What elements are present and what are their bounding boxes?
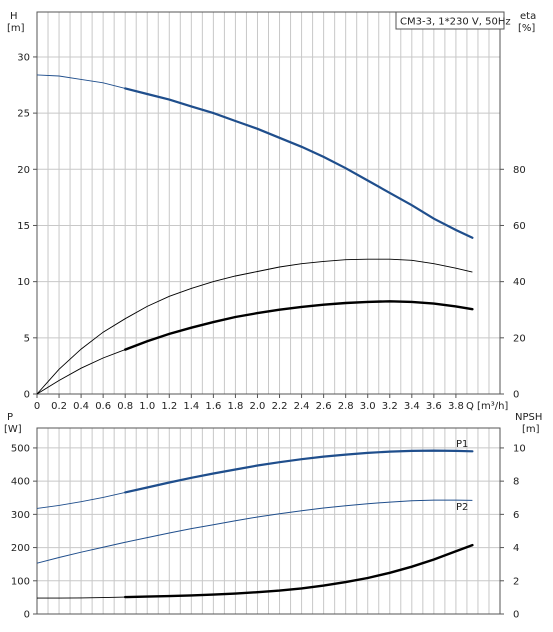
x-tick-label: 3.4: [404, 401, 420, 412]
top-y-left-tick-label: 30: [17, 52, 30, 63]
bottom-series-2-line-thin: [37, 596, 126, 599]
bottom-y-right-tick-label: 6: [513, 510, 519, 521]
bottom-series-0-line: [124, 449, 474, 494]
y-right-label-bottom: NPSH: [515, 412, 542, 423]
bottom-y-left-tick-label: 0: [24, 610, 30, 621]
bottom-y-left-tick-label: 100: [11, 576, 30, 587]
x-tick-label: 1.8: [227, 401, 243, 412]
top-y-left-tick-label: 15: [17, 221, 30, 232]
y-left-unit-bottom: [W]: [4, 424, 22, 435]
top-y-right-tick-label: 60: [513, 221, 526, 232]
chart-title-box: CM3-3, 1*230 V, 50Hz: [395, 11, 511, 30]
bottom-y-left-tick-label: 400: [11, 477, 30, 488]
x-tick-label: 0: [34, 401, 40, 412]
bottom-chart-ticks: 0 100 200 300 400 500 0 2 4 6 8 10: [11, 443, 526, 620]
bottom-series-2-line: [124, 543, 474, 599]
x-tick-label: 3.6: [426, 401, 442, 412]
bottom-y-right-tick-label: 2: [513, 576, 519, 587]
y-right-label-top: eta: [520, 11, 536, 22]
top-y-right-tick-label: 0: [513, 390, 519, 401]
y-right-unit-bottom: [m]: [522, 424, 540, 435]
top-y-right-tick-label: 40: [513, 277, 526, 288]
y-left-label-top: H: [10, 11, 18, 22]
y-left-unit-top: [m]: [7, 23, 25, 34]
x-tick-label: 2.4: [294, 401, 310, 412]
top-series-0-line-thin: [36, 74, 126, 89]
x-tick-label: 0.2: [51, 401, 67, 412]
bottom-y-left-tick-label: 500: [11, 443, 30, 454]
x-tick-label: 2.2: [272, 401, 288, 412]
x-tick-label: 1.0: [139, 401, 155, 412]
x-tick-label: 2.8: [338, 401, 354, 412]
top-y-right-tick-label: 20: [513, 333, 526, 344]
series-label-p1: P1: [456, 439, 468, 450]
x-tick-label: 0.4: [73, 401, 89, 412]
bottom-plot-frame: [36, 427, 501, 615]
x-tick-label: 0.8: [117, 401, 133, 412]
top-y-right-tick-label: 80: [513, 165, 526, 176]
top-chart-grid: [36, 11, 501, 395]
bottom-y-right-tick-label: 4: [513, 543, 519, 554]
top-chart-series: [36, 74, 474, 395]
top-series-1-line: [36, 258, 473, 395]
bottom-series-1-line: [36, 499, 473, 564]
top-chart-ticks: 0 5 10 15 20 25 30 0 20 40 60 80 0 0.2 0.4 0.6 0.8 1.0 1.2…: [17, 52, 525, 412]
y-right-unit-top: [%]: [518, 23, 535, 34]
top-series-2-line-thin: [36, 349, 126, 395]
top-y-left-tick-label: 5: [24, 333, 30, 344]
x-tick-label: 1.4: [183, 401, 199, 412]
x-tick-label: 3.8: [448, 401, 464, 412]
chart-title: CM3-3, 1*230 V, 50Hz: [400, 17, 511, 28]
x-tick-label: 1.2: [161, 401, 177, 412]
bottom-y-right-tick-label: 0: [513, 610, 519, 621]
x-axis-label: Q [m³/h]: [466, 401, 508, 412]
x-tick-label: 0.6: [95, 401, 111, 412]
x-tick-label: 2.6: [316, 401, 332, 412]
x-tick-label: 1.6: [205, 401, 221, 412]
bottom-y-right-tick-label: 8: [513, 477, 519, 488]
top-y-left-tick-label: 25: [17, 109, 30, 120]
bottom-chart-grid: [36, 427, 501, 615]
top-y-left-tick-label: 20: [17, 165, 30, 176]
top-series-2-line: [124, 300, 474, 351]
top-plot-frame: [36, 11, 501, 395]
top-series-0-line: [124, 87, 474, 239]
x-tick-label: 3.2: [382, 401, 398, 412]
bottom-y-right-tick-label: 10: [513, 443, 526, 454]
bottom-chart-series: [36, 449, 474, 599]
bottom-y-left-tick-label: 200: [11, 543, 30, 554]
series-label-p2: P2: [456, 502, 468, 513]
top-y-left-tick-label: 10: [17, 277, 30, 288]
x-tick-label: 3.0: [360, 401, 376, 412]
bottom-series-0-line-thin: [36, 491, 126, 509]
bottom-y-left-tick-label: 300: [11, 510, 30, 521]
y-left-label-bottom: P: [7, 412, 13, 423]
x-tick-label: 2.0: [250, 401, 266, 412]
top-y-left-tick-label: 0: [24, 390, 30, 401]
